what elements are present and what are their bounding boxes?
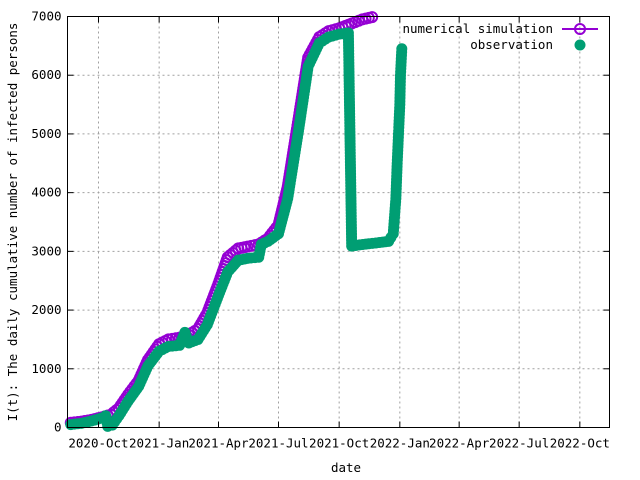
legend-label: observation bbox=[470, 37, 553, 52]
data-point bbox=[396, 43, 408, 55]
y-tick-label: 2000 bbox=[31, 302, 61, 317]
x-tick-label: 2022-Apr bbox=[429, 436, 490, 451]
y-tick-label: 1000 bbox=[31, 361, 61, 376]
y-tick-label: 0 bbox=[54, 420, 62, 435]
x-tick-label: 2021-Jan bbox=[129, 436, 189, 451]
y-tick-label: 4000 bbox=[31, 185, 61, 200]
legend-marker bbox=[574, 23, 586, 35]
y-tick-label: 7000 bbox=[31, 9, 61, 24]
y-tick-label: 6000 bbox=[31, 67, 61, 82]
x-tick-label: 2020-Oct bbox=[68, 436, 128, 451]
legend-marker bbox=[574, 39, 586, 51]
plot-frame bbox=[67, 16, 610, 428]
y-tick-label: 3000 bbox=[31, 243, 61, 258]
x-tick-label: 2022-Oct bbox=[550, 436, 610, 451]
y-axis-title: I(t): The daily cumulative number of inf… bbox=[5, 23, 20, 422]
data-point bbox=[366, 11, 379, 24]
y-tick-label: 5000 bbox=[31, 126, 61, 141]
x-tick-label: 2021-Oct bbox=[309, 436, 369, 451]
series-numerical-simulation bbox=[64, 11, 379, 429]
axis-ticks bbox=[67, 16, 610, 428]
grid bbox=[67, 16, 610, 428]
legend-label: numerical simulation bbox=[402, 21, 553, 36]
x-axis-title: date bbox=[331, 460, 361, 475]
series-observation bbox=[65, 27, 408, 432]
series-layer bbox=[64, 11, 408, 432]
x-tick-label: 2021-Jul bbox=[248, 436, 308, 451]
x-tick-label: 2022-Jan bbox=[370, 436, 430, 451]
x-tick-label: 2022-Jul bbox=[489, 436, 549, 451]
x-tick-label: 2021-Apr bbox=[188, 436, 249, 451]
